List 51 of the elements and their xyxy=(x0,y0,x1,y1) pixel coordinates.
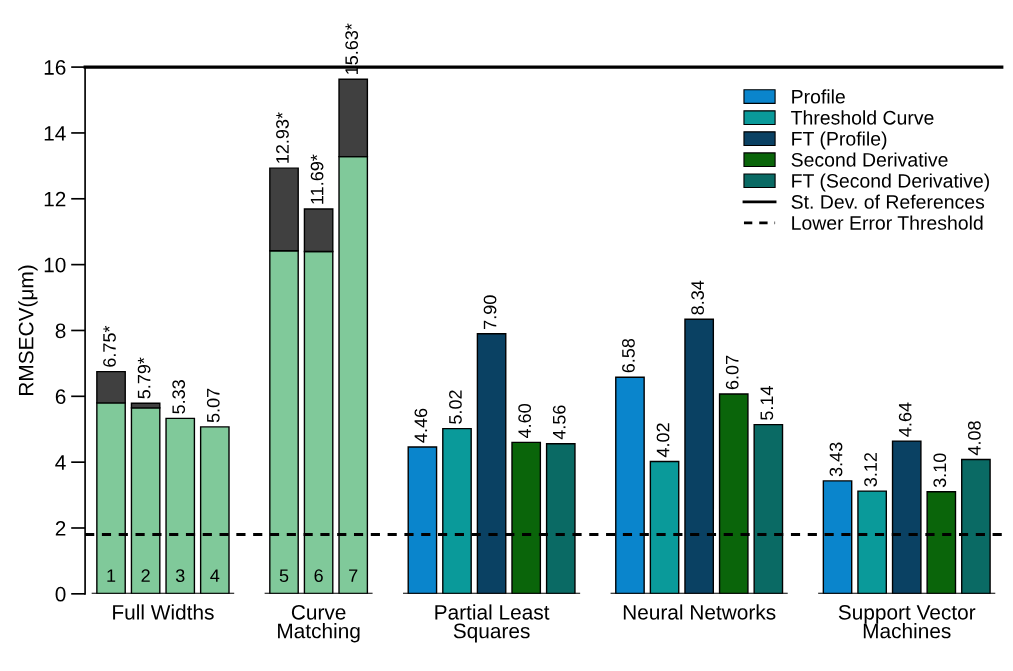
legend-label: Profile xyxy=(792,89,845,104)
total-label: 5.07 xyxy=(206,388,220,423)
data-label: 8.34 xyxy=(691,280,704,315)
legend-label: Threshold Curve xyxy=(791,110,934,125)
y-tick-label: 8 xyxy=(55,323,66,339)
data-label: 4.02 xyxy=(656,423,670,458)
y-tick-label: 0 xyxy=(55,586,66,602)
legend-label: Second Derivative xyxy=(791,152,948,167)
data-label: 4.60 xyxy=(518,404,532,439)
text: Neural Networks xyxy=(623,604,776,620)
total-label: 5.33 xyxy=(172,380,186,414)
total-label: 12.93* xyxy=(276,112,289,163)
y-tick-label: 4 xyxy=(55,455,66,470)
legend-label: FT (Profile) xyxy=(792,131,887,150)
data-label: 5.14 xyxy=(760,386,774,420)
legend-label: Lower Error Threshold xyxy=(792,215,983,230)
data-label: 6.58 xyxy=(622,338,635,373)
x-tick-label: 7 xyxy=(349,569,358,582)
data-label: 3.12 xyxy=(864,452,877,487)
x-tick-label: 4 xyxy=(210,569,220,582)
y-tick-label: 6 xyxy=(55,389,66,405)
data-label: 3.43 xyxy=(829,442,843,477)
x-tick-label: 5 xyxy=(279,569,289,583)
total-label: 15.63* xyxy=(345,23,359,74)
y-axis-title: RMSECV(μm) xyxy=(18,265,38,395)
y-tick-label: 16 xyxy=(44,60,66,75)
data-label: 4.64 xyxy=(898,402,912,437)
y-tick-label: 2 xyxy=(55,520,66,536)
x-tick-label: 3 xyxy=(175,569,185,583)
data-label: 4.56 xyxy=(552,405,566,440)
legend-label: FT (Second Derivative) xyxy=(792,173,989,192)
y-tick-label: 10 xyxy=(44,257,66,273)
data-label: 7.90 xyxy=(483,295,497,329)
text: Support Vector Machines xyxy=(838,604,976,639)
text: Full Widths xyxy=(113,604,214,620)
total-label: 11.69* xyxy=(310,154,324,204)
total-label: 5.79* xyxy=(137,357,151,399)
data-label: 4.46 xyxy=(414,408,428,443)
text: Partial Least Squares xyxy=(435,604,550,643)
text: Curve Matching xyxy=(278,604,360,643)
data-label: 6.07 xyxy=(725,355,739,390)
legend-label: St. Dev. of References xyxy=(791,194,985,209)
y-tick-label: 12 xyxy=(44,191,66,207)
total-label: 6.75* xyxy=(103,325,116,367)
data-label: 5.02 xyxy=(449,390,462,424)
x-tick-label: 2 xyxy=(141,569,150,582)
x-tick-label: 1 xyxy=(107,569,116,582)
data-label: 3.10 xyxy=(933,453,947,488)
y-tick-label: 14 xyxy=(44,126,66,141)
x-tick-label: 6 xyxy=(314,569,323,583)
data-label: 4.08 xyxy=(967,421,981,456)
